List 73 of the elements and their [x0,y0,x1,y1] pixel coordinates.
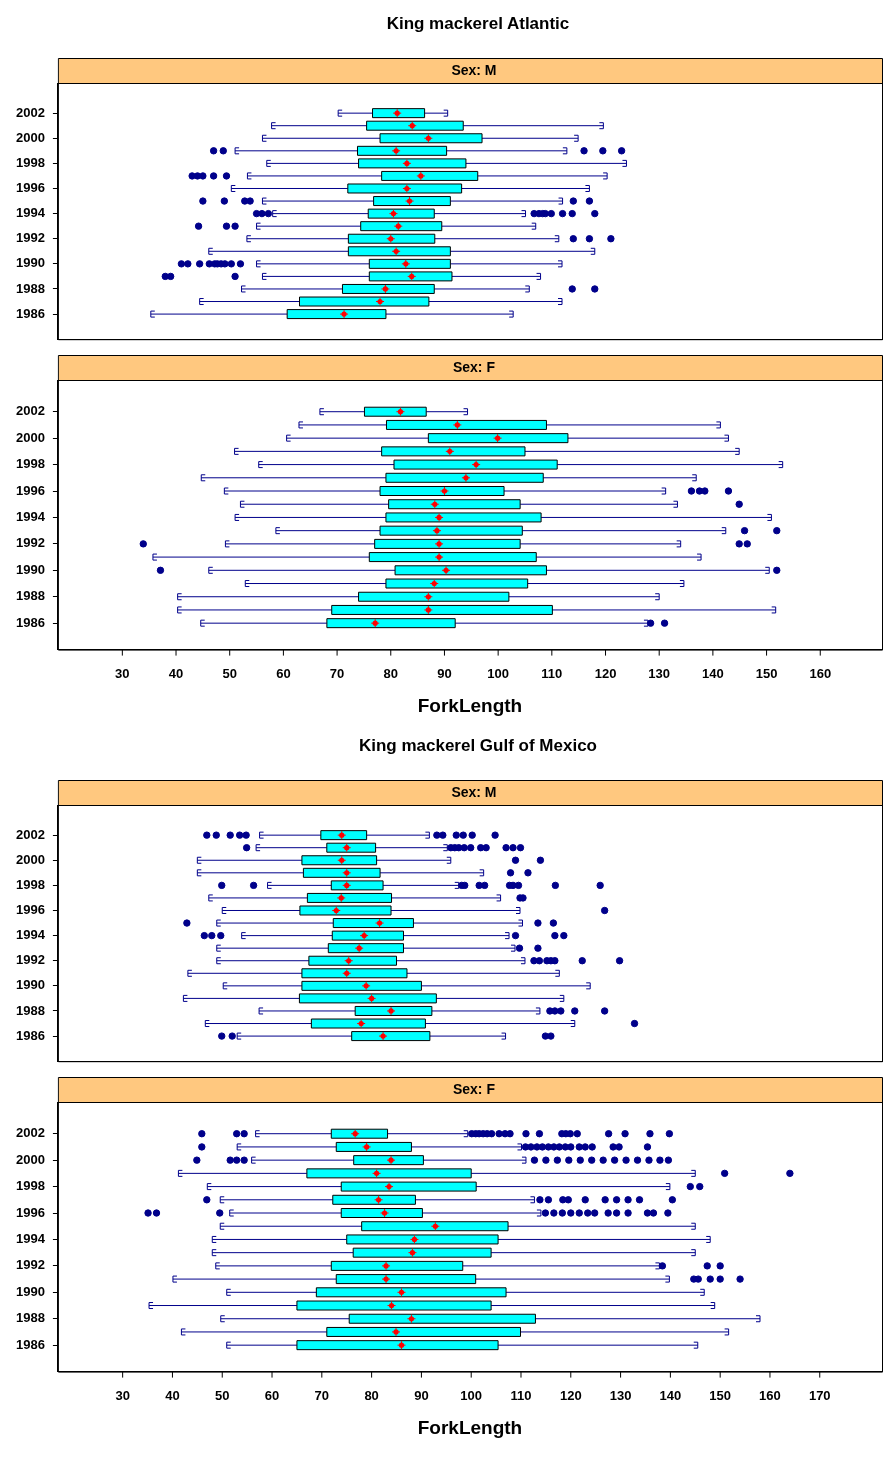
y-tick-label: 1996 [16,902,45,918]
x-tick-label: 160 [759,1387,781,1403]
y-tick-label: 1990 [16,977,45,993]
y-tick-label: 1990 [16,1283,45,1299]
y-tick-label: 2000 [16,129,45,145]
x-tick-label: 70 [329,665,345,681]
y-tick-label: 2002 [16,826,45,842]
y-tick-label: 1992 [16,535,45,551]
x-tick-label: 160 [809,665,832,681]
x-tick-label: 120 [594,665,617,681]
x-tick-label: 140 [659,1387,682,1403]
x-tick-label: 50 [222,665,237,681]
x-tick-label: 60 [276,665,291,681]
x-tick-label: 80 [383,665,399,681]
chart-title: King mackerel Atlantic [386,13,570,33]
y-tick-label: 1990 [16,255,45,271]
x-tick-label: 60 [264,1387,280,1403]
y-tick-label: 2002 [16,1125,45,1141]
y-tick-label: 1996 [16,482,45,498]
y-tick-label: 2000 [16,851,45,867]
y-tick-label: 1998 [16,1178,45,1194]
y-tick-label: 1988 [16,588,45,604]
x-tick-label: 40 [168,665,184,681]
y-tick-label: 1988 [16,1002,45,1018]
y-tick-label: 1996 [16,1204,45,1220]
y-tick-label: 1986 [16,1336,45,1352]
chart-subtitle: Sex: M [451,784,497,801]
chart-title: King mackerel Gulf of Mexico [358,735,597,755]
y-tick-label: 1992 [16,230,45,246]
y-tick-label: 1998 [16,876,45,892]
x-tick-label: 150 [709,1387,732,1403]
x-tick-label: 150 [755,665,778,681]
y-tick-label: 1994 [16,927,46,943]
y-tick-label: 1998 [16,154,45,170]
y-tick-label: 1992 [16,952,45,968]
x-tick-label: 30 [115,665,130,681]
x-tick-label: 80 [364,1387,379,1403]
y-tick-label: 2002 [16,104,45,120]
y-tick-label: 1986 [16,305,45,321]
y-tick-label: 1994 [16,509,46,525]
y-tick-label: 1988 [16,280,45,296]
y-tick-label: 1986 [16,614,45,630]
x-tick-label: 130 [609,1387,632,1403]
y-tick-label: 1990 [16,561,45,577]
x-tick-label: 30 [115,1387,130,1403]
x-tick-label: 40 [165,1387,180,1403]
chart-subtitle: Sex: F [452,1081,496,1098]
x-tick-label: 110 [541,665,563,681]
x-tick-label: 90 [437,665,452,681]
chart-subtitle: Sex: F [452,359,496,376]
x-axis-title: ForkLength [417,1416,523,1438]
x-tick-label: 120 [559,1387,582,1403]
x-tick-label: 100 [487,665,509,681]
x-tick-label: 90 [414,1387,429,1403]
y-tick-label: 2002 [16,403,45,419]
x-tick-label: 110 [510,1387,532,1403]
x-tick-label: 100 [460,1387,483,1403]
y-tick-label: 1992 [16,1257,45,1273]
y-tick-label: 1994 [16,205,46,221]
x-axis-title: ForkLength [417,694,523,716]
y-tick-label: 2000 [16,429,45,445]
y-tick-label: 1986 [16,1027,45,1043]
y-tick-label: 1988 [16,1310,45,1326]
y-tick-label: 2000 [16,1151,45,1167]
x-tick-label: 140 [702,665,724,681]
x-tick-label: 130 [648,665,671,681]
y-tick-label: 1994 [16,1231,46,1247]
chart-subtitle: Sex: M [451,62,497,79]
x-tick-label: 50 [215,1387,230,1403]
x-tick-label: 170 [808,1387,831,1403]
y-tick-label: 1998 [16,456,45,472]
y-tick-label: 1996 [16,180,45,196]
x-tick-label: 70 [314,1387,330,1403]
